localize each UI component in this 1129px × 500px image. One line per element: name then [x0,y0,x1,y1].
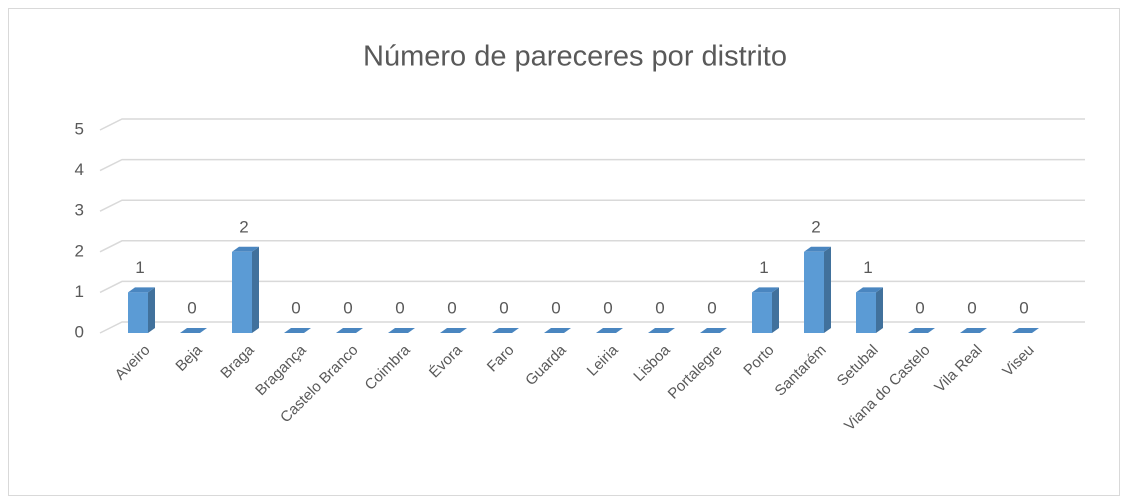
bar-top [908,328,935,333]
bar [232,246,259,333]
chart-title: Número de pareceres por distrito [363,41,787,73]
bar [700,328,727,333]
bar-top [648,328,675,333]
grid-line [99,199,1085,212]
grid-line [99,240,1085,253]
data-label: 0 [707,298,716,317]
bar-front [128,292,148,333]
bar [648,328,675,333]
y-tick-label: 3 [75,201,84,220]
bar [544,328,571,333]
y-tick-label: 5 [75,119,84,138]
bar-top [388,328,415,333]
bar-top [700,328,727,333]
bar [128,287,155,333]
bar-top [544,328,571,333]
y-tick-label: 0 [75,322,84,341]
bar-front [752,292,772,333]
data-label: 0 [603,298,612,317]
bar [596,328,623,333]
bar-front [856,292,876,333]
y-tick-label: 4 [75,160,84,179]
bar-top [336,328,363,333]
data-label: 1 [863,258,872,277]
bar-top [284,328,311,333]
bar [336,328,363,333]
grid-line [99,158,1085,172]
grid-line [99,118,1085,131]
bar-front [804,251,824,333]
bar [960,328,987,333]
bar-top [440,328,467,333]
bar-side [876,287,883,333]
data-label: 0 [1019,298,1028,317]
bar [492,328,519,333]
data-label: 0 [395,298,404,317]
grid-line [99,280,1085,294]
bar-top [960,328,987,333]
data-label: 2 [811,217,820,236]
chart-border [8,8,1120,496]
bar [1012,328,1039,333]
y-tick-label: 1 [75,282,84,301]
data-label: 0 [447,298,456,317]
bar [440,328,467,333]
bar-side [148,287,155,333]
bar-top [596,328,623,333]
bar [752,287,779,333]
bar-top [128,287,155,293]
y-tick-label: 2 [75,241,84,260]
bar [388,328,415,333]
bar-top [856,287,883,293]
bar [908,328,935,333]
bar-side [772,287,779,333]
bar [180,328,207,333]
bar-top [752,287,779,293]
bar-top [1012,328,1039,333]
data-label: 0 [967,298,976,317]
bar-top [492,328,519,333]
data-label: 0 [551,298,560,317]
data-label: 1 [135,258,144,277]
bar [284,328,311,333]
data-label: 0 [343,298,352,317]
bar-side [252,246,259,333]
data-label: 2 [239,217,248,236]
data-label: 0 [187,298,196,317]
bar-top [804,246,831,252]
data-label: 1 [759,258,768,277]
bar [804,246,831,333]
data-label: 0 [499,298,508,317]
bar-front [232,251,252,333]
data-label: 0 [655,298,664,317]
data-label: 0 [915,298,924,317]
bar-top [180,328,207,333]
data-label: 0 [291,298,300,317]
bar [856,287,883,333]
bar-top [232,246,259,252]
bar-side [824,246,831,333]
